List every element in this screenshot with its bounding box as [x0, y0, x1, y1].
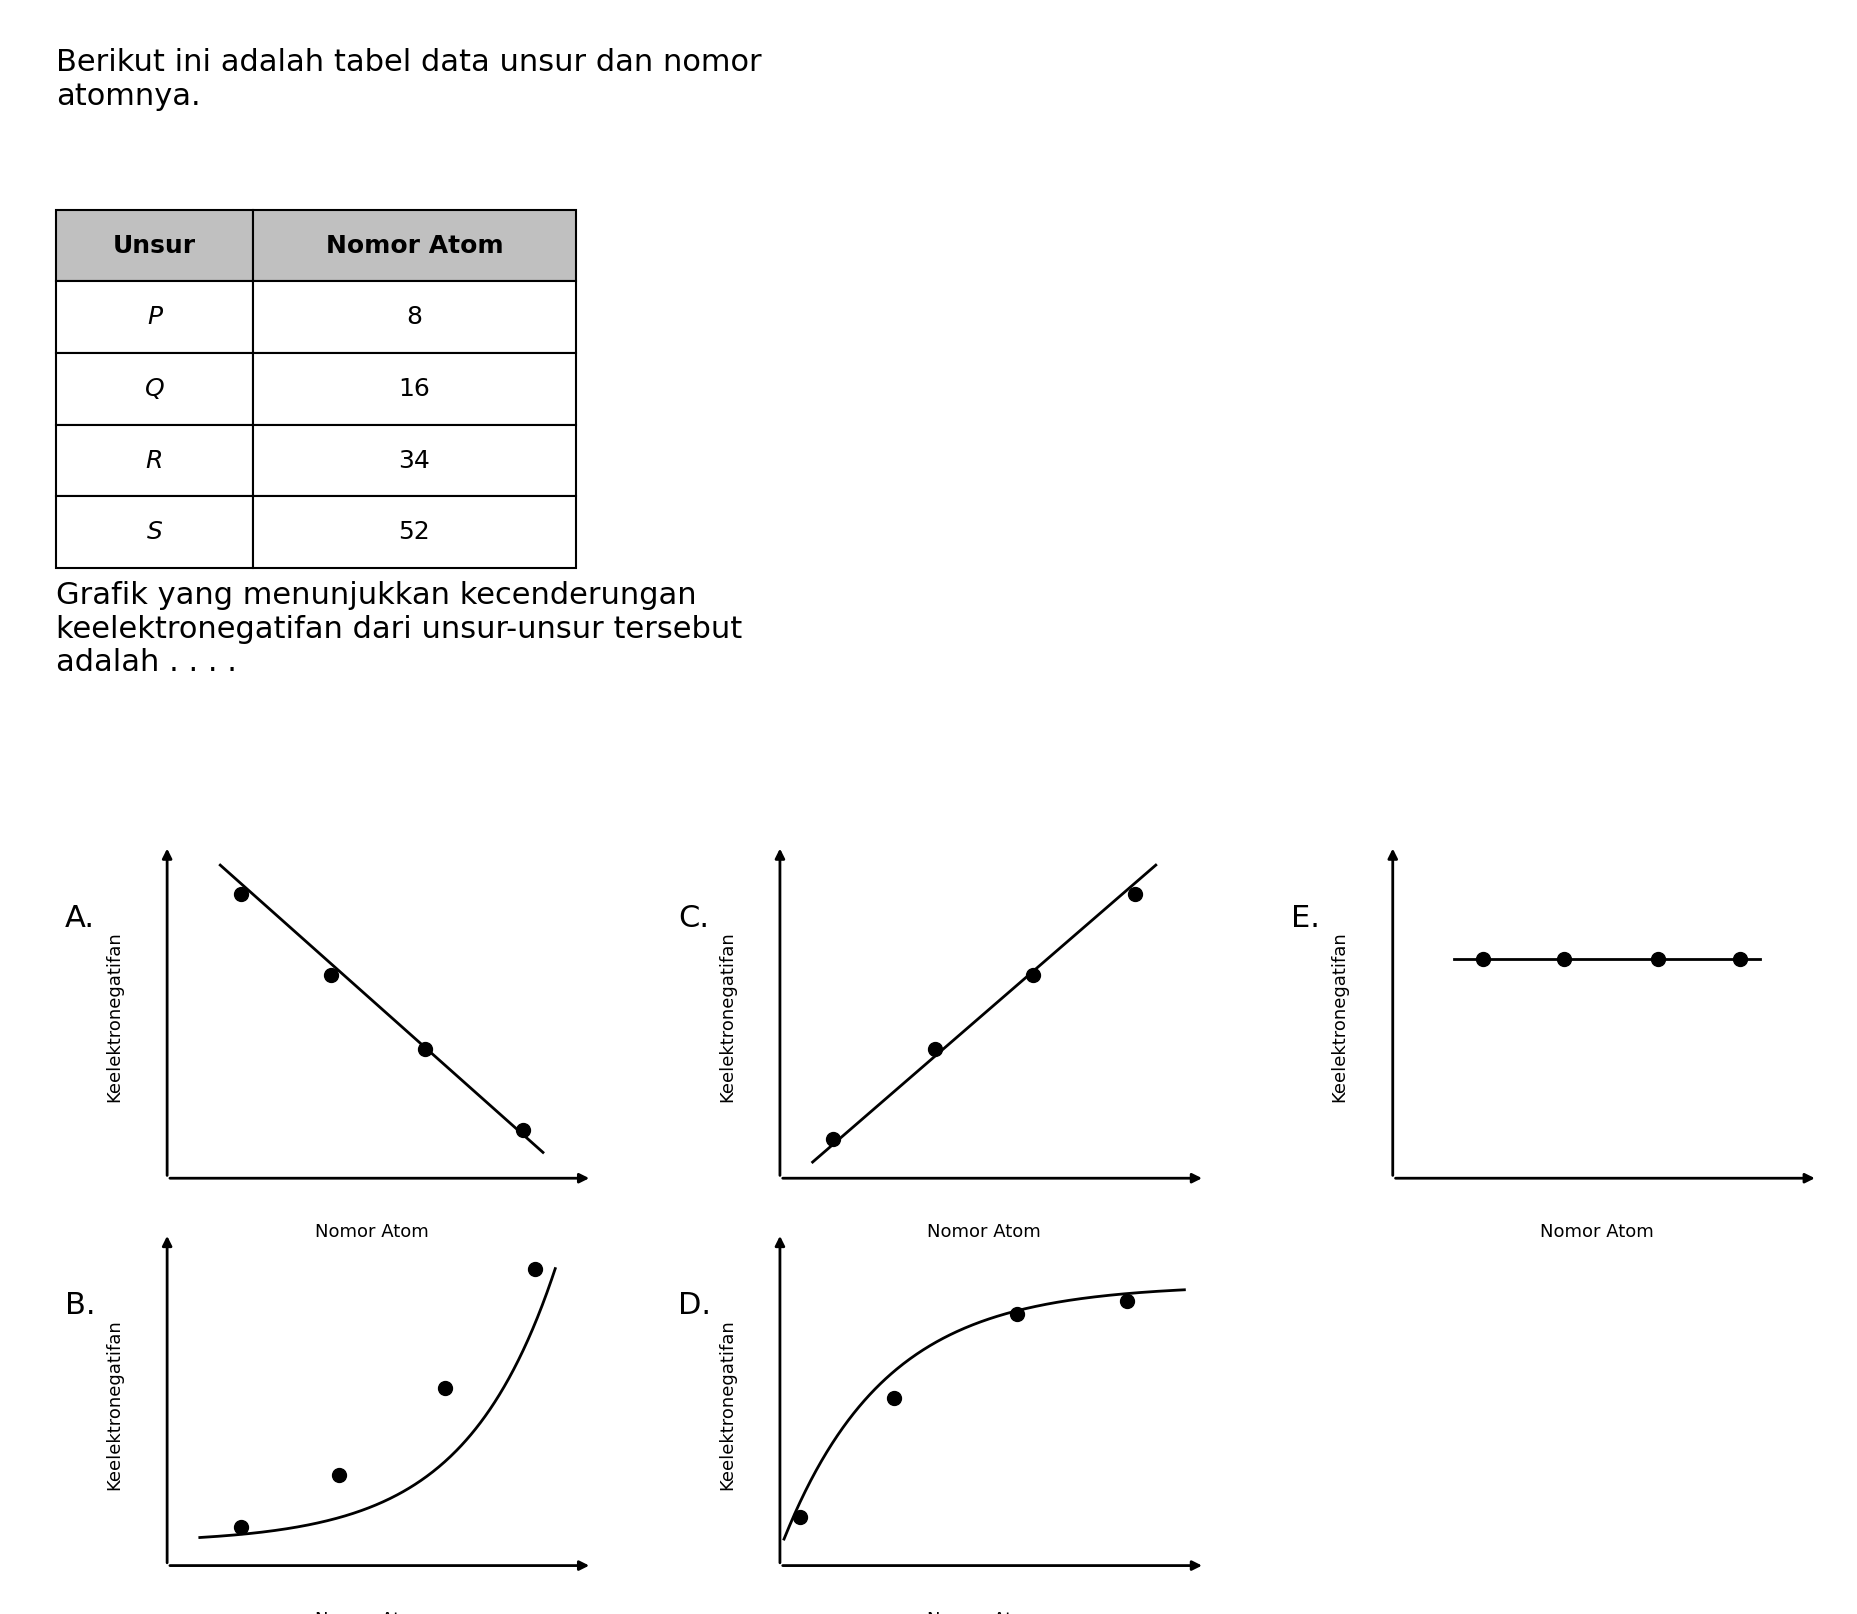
Text: Keelektronegatifan: Keelektronegatifan	[106, 931, 123, 1102]
Text: Keelektronegatifan: Keelektronegatifan	[106, 1319, 123, 1490]
Point	[227, 881, 256, 907]
Bar	[56, 353, 253, 424]
Text: A.: A.	[65, 904, 95, 933]
Text: D.: D.	[678, 1291, 711, 1320]
Text: Q: Q	[145, 378, 163, 400]
Bar	[56, 424, 253, 497]
Bar	[253, 497, 576, 568]
Bar	[253, 281, 576, 353]
Bar	[253, 424, 576, 497]
Point	[410, 1036, 440, 1062]
Text: Nomor Atom: Nomor Atom	[927, 1223, 1042, 1241]
Text: R: R	[147, 449, 163, 473]
Point	[507, 1117, 537, 1143]
Text: Nomor Atom: Nomor Atom	[325, 234, 503, 258]
Point	[227, 1514, 256, 1540]
Point	[786, 1504, 815, 1530]
Point	[1725, 946, 1755, 972]
Bar	[56, 281, 253, 353]
Point	[921, 1036, 951, 1062]
Point	[316, 962, 345, 988]
Text: Keelektronegatifan: Keelektronegatifan	[719, 1319, 735, 1490]
Text: S: S	[147, 520, 162, 544]
Point	[880, 1385, 910, 1411]
Point	[1003, 1301, 1032, 1327]
Point	[1467, 946, 1497, 972]
Text: Unsur: Unsur	[113, 234, 197, 258]
Bar	[253, 353, 576, 424]
Point	[1549, 946, 1578, 972]
Text: Keelektronegatifan: Keelektronegatifan	[1331, 931, 1348, 1102]
Point	[1112, 1288, 1142, 1314]
Text: 8: 8	[407, 305, 423, 329]
Text: E.: E.	[1291, 904, 1320, 933]
Text: Nomor Atom: Nomor Atom	[314, 1611, 429, 1614]
Point	[819, 1127, 849, 1152]
Point	[1120, 881, 1149, 907]
Text: Grafik yang menunjukkan kecenderungan
keelektronegatifan dari unsur-unsur terseb: Grafik yang menunjukkan kecenderungan ke…	[56, 581, 743, 678]
Point	[1643, 946, 1673, 972]
Text: P: P	[147, 305, 162, 329]
Point	[1018, 962, 1047, 988]
Text: Nomor Atom: Nomor Atom	[314, 1223, 429, 1241]
Bar	[56, 497, 253, 568]
Point	[431, 1375, 461, 1401]
Text: Nomor Atom: Nomor Atom	[1539, 1223, 1655, 1241]
Text: 52: 52	[399, 520, 431, 544]
Text: B.: B.	[65, 1291, 95, 1320]
Bar	[253, 210, 576, 281]
Text: Keelektronegatifan: Keelektronegatifan	[719, 931, 735, 1102]
Text: Berikut ini adalah tabel data unsur dan nomor
atomnya.: Berikut ini adalah tabel data unsur dan …	[56, 48, 761, 111]
Text: 34: 34	[399, 449, 431, 473]
Text: C.: C.	[678, 904, 709, 933]
Point	[520, 1256, 550, 1282]
Text: Nomor Atom: Nomor Atom	[927, 1611, 1042, 1614]
Bar	[56, 210, 253, 281]
Text: 16: 16	[399, 378, 431, 400]
Point	[323, 1462, 353, 1488]
